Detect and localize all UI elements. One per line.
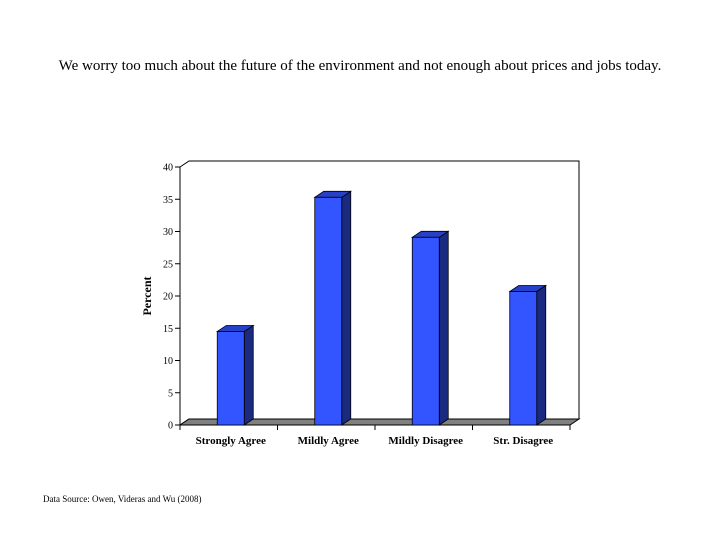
y-tick-label: 5	[168, 388, 173, 399]
y-tick-label: 25	[163, 259, 173, 270]
y-tick-label: 0	[168, 421, 173, 432]
x-tick-label: Mildly Disagree	[388, 435, 463, 447]
bar-front	[411, 236, 440, 426]
bar-front	[509, 291, 538, 426]
y-tick-label: 15	[163, 324, 173, 335]
chart-title: We worry too much about the future of th…	[58, 58, 662, 74]
x-tick-label: Strongly Agree	[196, 435, 266, 447]
y-tick-label: 10	[163, 356, 173, 367]
chart-walls	[178, 160, 581, 426]
bar	[410, 230, 450, 426]
y-tick-label: 40	[163, 163, 173, 174]
bar-front	[216, 331, 245, 426]
bar-front	[314, 196, 343, 426]
bar-side	[243, 324, 254, 426]
bar	[313, 190, 353, 426]
y-axis: 0 5 10 15 20 25 30 35 40	[163, 163, 180, 432]
x-tick-label: Str. Disagree	[493, 435, 553, 447]
bars	[215, 190, 548, 426]
y-axis-title: Percent	[140, 276, 154, 315]
x-tick-label: Mildly Agree	[298, 435, 359, 447]
bar	[215, 324, 255, 426]
y-tick-label: 20	[163, 292, 173, 303]
y-tick-label: 30	[163, 227, 173, 238]
bar-side	[536, 284, 547, 426]
x-axis: Strongly Agree Mildly Agree Mildly Disagre…	[179, 425, 571, 447]
bar	[508, 284, 548, 426]
data-source-note: Data Source: Owen, Videras and Wu (2008)	[43, 494, 202, 504]
bar-side	[438, 230, 449, 426]
y-tick-label: 35	[163, 195, 173, 206]
bar-side	[341, 190, 352, 426]
